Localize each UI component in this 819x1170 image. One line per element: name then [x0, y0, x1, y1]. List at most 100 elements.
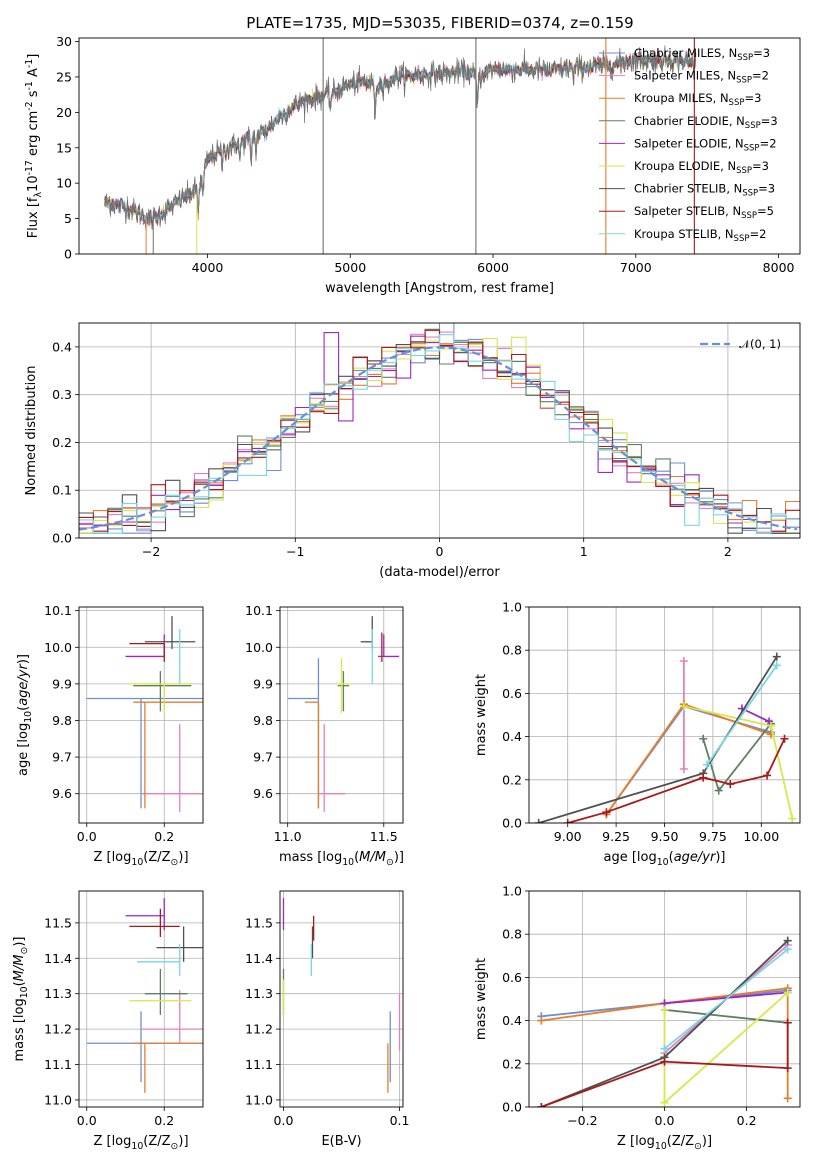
tick-label-y: 11.4 — [44, 951, 72, 966]
legend-label-0: Chabrier MILES, NSSP=3 — [634, 46, 770, 63]
tick-label-y: 0.6 — [502, 686, 522, 701]
panel-mass-vs-EBV: 0.0 0.1 11.0 11.1 11.2 11.3 11.4 11.5 E(B-V) — [245, 890, 410, 1149]
hist-model-8 — [79, 334, 800, 534]
tick-label-y: 0.1 — [52, 483, 72, 498]
label-part: 10 — [23, 711, 34, 723]
tick-label-y: 9.6 — [253, 786, 273, 801]
weight-marker — [788, 814, 797, 823]
weight-line — [663, 991, 789, 1105]
label-part: Flux [f — [26, 197, 41, 238]
legend-label-3: Chabrier ELODIE, NSSP=3 — [634, 114, 778, 131]
weight-marker — [772, 661, 781, 670]
tick-label-y: 0 — [64, 247, 72, 262]
legend-nssp-value: =2 — [749, 227, 766, 241]
legend-nssp-sub: SSP — [741, 211, 757, 221]
legend-nssp-value: =3 — [752, 159, 769, 173]
weight-marker — [783, 1094, 792, 1103]
tick-label-y: 1.0 — [502, 600, 522, 615]
label-part: )] — [12, 937, 27, 947]
weight-marker — [780, 734, 789, 743]
legend-model-name: Salpeter MILES, N — [634, 69, 736, 83]
label-part: erg cm — [26, 111, 41, 160]
legend-nssp-sub: SSP — [729, 98, 745, 108]
legend-label-1: Salpeter MILES, NSSP=2 — [634, 69, 769, 86]
tick-label-y: 0.3 — [52, 387, 72, 402]
errorbar-point-6 — [144, 616, 196, 650]
label-part: 10 — [26, 175, 41, 192]
weight-marker — [783, 936, 792, 945]
tick-label-y: 11.5 — [44, 915, 72, 930]
weight-line — [664, 1008, 788, 1024]
x-axis-label: wavelength [Angstrom, rest frame] — [325, 281, 554, 296]
tick-label-x: 1 — [580, 544, 588, 559]
weight-marker — [537, 1103, 546, 1107]
label-part: -2 — [24, 101, 35, 110]
label-part: mass weight — [474, 674, 489, 756]
weight-marker — [679, 702, 688, 711]
axes-frame — [78, 37, 801, 255]
x-axis-label: (data-model)/error — [379, 565, 500, 580]
y-axis-label: mass [log10(M/M⊙)] — [12, 937, 30, 1062]
tick-label-x: 5000 — [334, 260, 366, 275]
weight-marker — [763, 771, 772, 780]
weight-marker — [699, 773, 708, 782]
tick-label-x: 0.0 — [274, 1113, 294, 1128]
label-part: )] — [715, 850, 725, 865]
legend-model-name: Chabrier STELIB, N — [634, 182, 742, 196]
tick-label-y: 1.0 — [502, 884, 522, 899]
weight-marker — [703, 760, 712, 769]
tick-label-y: 11.1 — [44, 1057, 72, 1072]
y-axis-label: Normed distribution — [24, 366, 39, 496]
weight-marker — [660, 1057, 669, 1066]
tick-label-y: 9.8 — [253, 713, 273, 728]
weight-marker — [726, 780, 735, 789]
legend-nssp-sub: SSP — [737, 53, 753, 63]
label-part: ( — [669, 850, 674, 865]
panel-mass-vs-Z: 0.0 0.211.011.111.211.311.411.5Z [log10(Z… — [12, 890, 204, 1152]
y-axis-label: age [log10(age/yr)] — [16, 654, 34, 776]
weight-line — [706, 664, 778, 766]
errorbar-point-5 — [335, 658, 352, 714]
weight-line — [540, 1022, 789, 1107]
label-part: s — [26, 90, 41, 101]
weight-marker — [602, 808, 611, 817]
weight-marker — [783, 1064, 792, 1073]
panel-weight-vs-Z: −0.2 0.0 0.2 0.0 0.2 0.4 0.6 0.8 1.0 Z [log10(Z/Z… — [474, 884, 801, 1152]
tick-label-x: 0.1 — [390, 1113, 410, 1128]
panel-age-vs-Z: 0.0 0.29.69.79.89.910.010.1Z [log10(Z/Z⊙)… — [16, 603, 204, 868]
errorbar-point-5 — [129, 683, 192, 714]
weight-line — [663, 948, 789, 1050]
legend-label-8: Kroupa STELIB, NSSP=2 — [634, 227, 766, 244]
tick-label-y: 0.4 — [52, 339, 72, 354]
weight-marker — [679, 657, 688, 665]
weight-series-5 — [679, 702, 797, 823]
legend-nssp-sub: SSP — [736, 166, 752, 176]
weight-marker — [537, 1016, 546, 1025]
tick-label-y: 11.3 — [44, 986, 72, 1001]
label-part: Normed distribution — [24, 366, 39, 496]
label-part: 10 — [19, 986, 30, 998]
x-axis-label: mass [log10(M/M⊙)] — [279, 850, 404, 868]
label-part: ⊙ — [694, 1141, 702, 1152]
plot-area — [86, 898, 203, 1093]
label-part: A — [26, 68, 41, 81]
weight-series-8 — [660, 945, 792, 1053]
label-part: (Z/Z — [143, 850, 170, 865]
label-part: )] — [702, 1134, 712, 1149]
weight-marker — [783, 945, 792, 954]
label-part: ⊙ — [386, 857, 394, 868]
tick-label-x: 11.0 — [274, 829, 302, 844]
label-part: 10 — [131, 857, 143, 868]
label-part: M/M — [359, 850, 386, 865]
label-part: wavelength [Angstrom, rest frame] — [325, 281, 554, 296]
tick-label-y: 11.3 — [245, 986, 273, 1001]
label-part: mass weight — [474, 958, 489, 1040]
weight-series-5 — [660, 988, 792, 1107]
errorbar-point-2 — [133, 1042, 203, 1093]
weight-series-7 — [537, 1018, 792, 1107]
label-part: mass [log — [279, 850, 342, 865]
label-part: (Z/Z — [143, 1134, 170, 1149]
x-axis-label: Z [log10(Z/Z⊙)] — [93, 850, 188, 868]
label-part: ( — [16, 706, 31, 711]
